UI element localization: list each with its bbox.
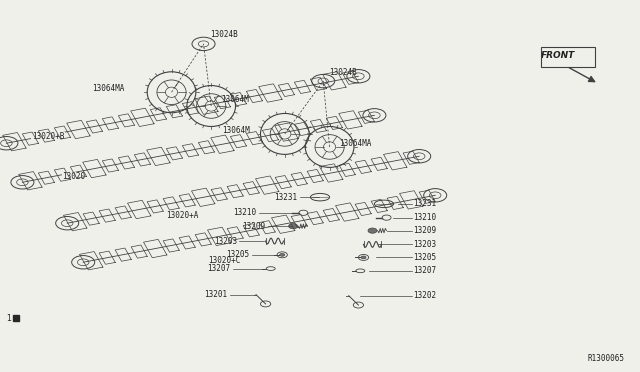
Text: 13024B: 13024B (330, 68, 357, 77)
Text: 13205: 13205 (413, 253, 436, 262)
Text: 13210: 13210 (413, 213, 436, 222)
Text: 13209: 13209 (243, 222, 266, 231)
Text: FRONT: FRONT (541, 51, 575, 60)
Circle shape (368, 228, 377, 233)
Text: 13201: 13201 (204, 290, 227, 299)
Text: 13231: 13231 (413, 199, 436, 208)
Text: 13020+C: 13020+C (208, 256, 240, 265)
Text: R1300065: R1300065 (587, 354, 624, 363)
Circle shape (289, 224, 298, 229)
Bar (541, 46, 595, 67)
Text: 13210: 13210 (233, 208, 256, 217)
Text: 13231: 13231 (274, 193, 297, 202)
Text: 13024B: 13024B (210, 31, 237, 39)
Text: 13203: 13203 (214, 237, 237, 246)
Text: 13064M: 13064M (221, 95, 248, 104)
Text: 1: 1 (6, 314, 11, 323)
Text: 13207: 13207 (413, 266, 436, 275)
Text: 13020: 13020 (62, 172, 85, 181)
Text: 13064M: 13064M (222, 126, 250, 135)
Text: 13209: 13209 (413, 226, 436, 235)
Text: 13064MA: 13064MA (92, 84, 125, 93)
Text: 13203: 13203 (413, 240, 436, 249)
Circle shape (361, 256, 366, 259)
Text: 13207: 13207 (207, 264, 230, 273)
Text: 13202: 13202 (413, 291, 436, 300)
Text: 13020+B: 13020+B (32, 132, 64, 141)
Circle shape (280, 253, 285, 256)
Text: 13205: 13205 (227, 250, 250, 259)
Text: 13064MA: 13064MA (339, 139, 372, 148)
Text: 13020+A: 13020+A (166, 211, 198, 219)
